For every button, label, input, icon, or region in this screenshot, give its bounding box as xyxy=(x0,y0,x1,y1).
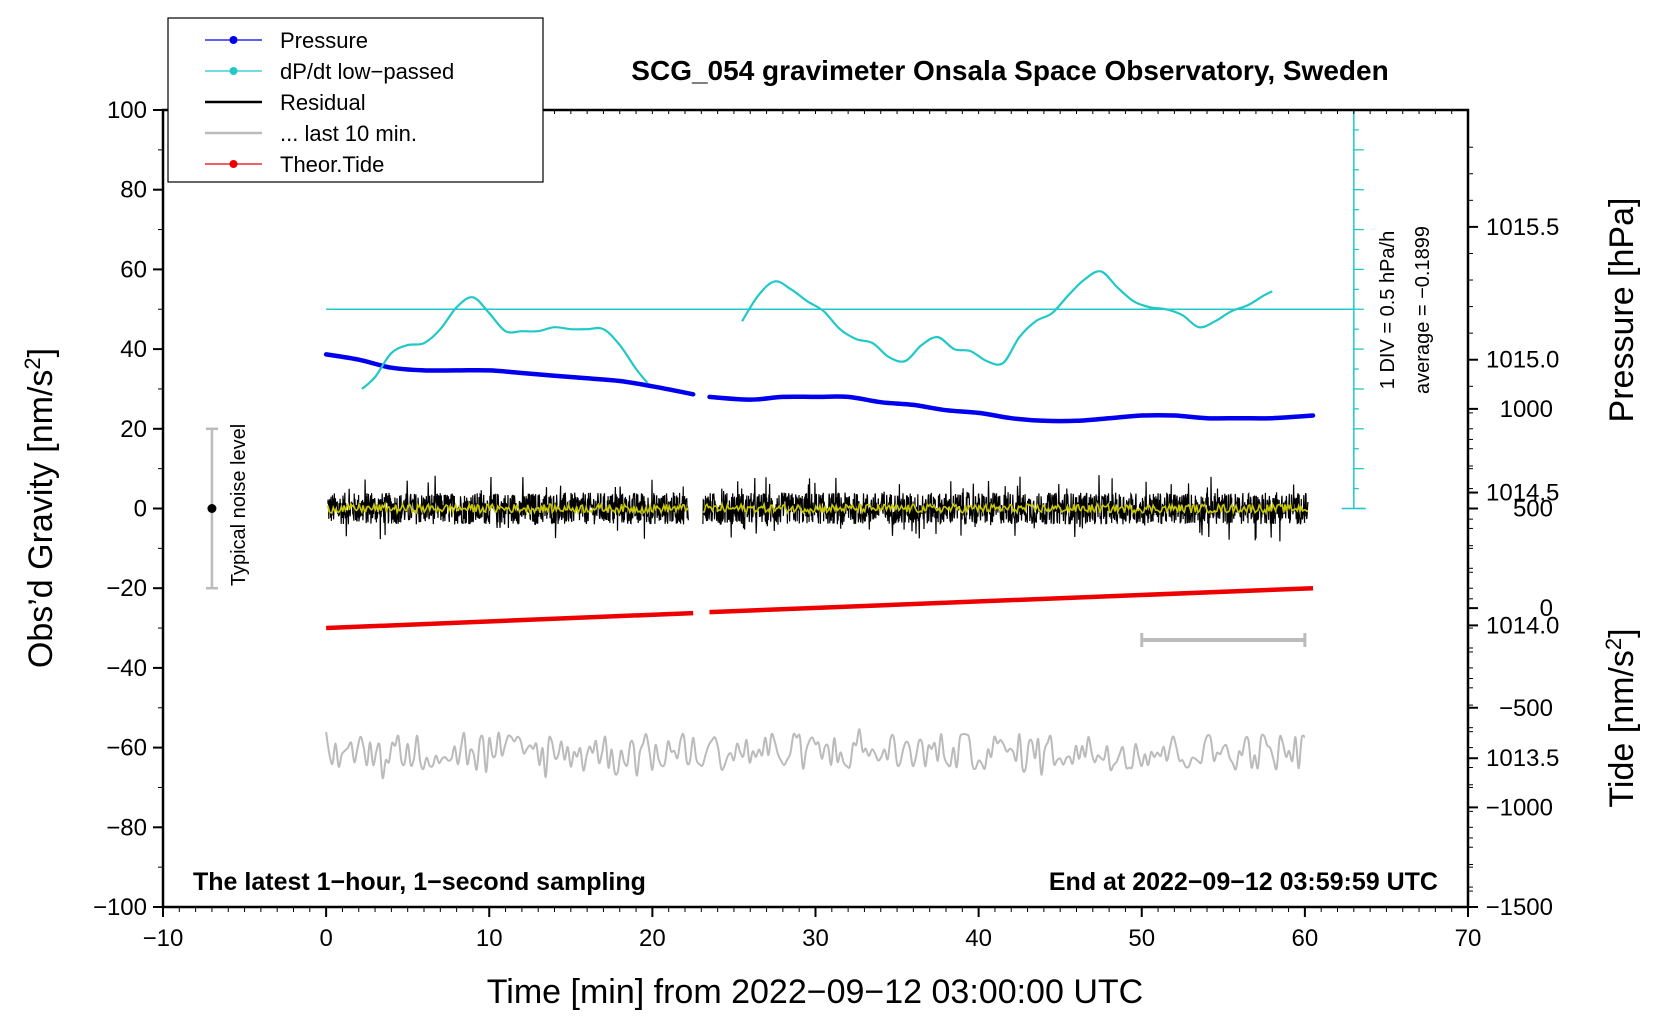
noise-bar-center xyxy=(207,504,217,513)
series-smoothed-residual-seg1 xyxy=(702,501,1309,516)
pressure-tick-label: 1014.5 xyxy=(1486,480,1559,507)
pressure-tick-label: 1015.5 xyxy=(1486,214,1559,241)
y-tick-label: −60 xyxy=(106,735,147,762)
y-tick-label: 0 xyxy=(134,496,147,523)
series-pressure-seg1 xyxy=(707,394,1316,424)
legend: Pressure dP/dt low−passed Residual ... last… xyxy=(167,17,544,183)
series--last-10-min--seg0 xyxy=(325,728,1306,780)
tide-axis-label-sup: 2 xyxy=(1601,638,1626,650)
data-layer xyxy=(205,109,1366,780)
legend-label-last-10-min: ... last 10 min. xyxy=(280,121,417,146)
pressure-tick-label: 1015.0 xyxy=(1486,347,1559,374)
legend-label-theor-tide: Theor.Tide xyxy=(280,152,384,177)
x-tick-label: 0 xyxy=(319,925,332,952)
series-theor-tide-seg1 xyxy=(709,585,1314,615)
series-residual-seg0 xyxy=(327,475,689,540)
tide-axis-label-main: Tide [nm/s xyxy=(1603,650,1641,807)
y-tick-label: 100 xyxy=(107,97,147,124)
y-tick-label: 80 xyxy=(120,177,147,204)
legend-label-residual: Residual xyxy=(280,90,366,115)
scale-div-label: 1 DIV = 0.5 hPa/h xyxy=(1377,231,1399,389)
tide-axis-label: Tide [nm/s2] xyxy=(1601,628,1641,807)
x-tick-label: 40 xyxy=(965,925,992,952)
y-tick-label: 20 xyxy=(120,416,147,443)
y-axis-label-sup: 2 xyxy=(20,357,45,369)
legend-label-pressure: Pressure xyxy=(280,28,368,53)
legend-items: Pressure dP/dt low−passed Residual ... last… xyxy=(205,28,454,177)
series-dp-dt-low-passed-seg0 xyxy=(361,296,649,390)
scale-average-label: average = −0.1899 xyxy=(1412,226,1434,394)
tide-tick-label: 500 xyxy=(1513,496,1553,523)
tide-tick-label: −1000 xyxy=(1486,794,1553,821)
x-tick-label: 10 xyxy=(476,925,503,952)
y-tick-label: 40 xyxy=(120,336,147,363)
tide-axis-label-end: ] xyxy=(1603,628,1641,637)
series-dp-dt-low-passed-seg1 xyxy=(741,270,1273,366)
pressure-tick-label: 1013.5 xyxy=(1486,745,1559,772)
y-tick-label: 60 xyxy=(120,256,147,283)
x-tick-label: −10 xyxy=(143,925,184,952)
tide-tick-label: −1500 xyxy=(1486,894,1553,921)
chart-title: SCG_054 gravimeter Onsala Space Observat… xyxy=(631,55,1388,86)
tide-tick-label: −500 xyxy=(1499,695,1553,722)
bottom-right-note: End at 2022−09−12 03:59:59 UTC xyxy=(1049,868,1438,896)
y-tick-label: −40 xyxy=(106,655,147,682)
series-residual-seg1 xyxy=(702,475,1309,542)
legend-marker-pressure xyxy=(229,36,238,44)
y-tick-label: −20 xyxy=(106,575,147,602)
y-tick-label: −100 xyxy=(93,894,147,921)
legend-label-dp-dt-low-passed: dP/dt low−passed xyxy=(280,59,454,84)
bottom-left-note: The latest 1−hour, 1−second sampling xyxy=(193,868,646,896)
noise-level-label: Typical noise level xyxy=(228,424,250,586)
pressure-tick-label: 1014.0 xyxy=(1486,612,1559,639)
legend-marker-theor-tide xyxy=(229,160,238,168)
tide-tick-label: 1000 xyxy=(1500,396,1553,423)
series-theor-tide-seg0 xyxy=(326,610,694,631)
series-pressure-seg0 xyxy=(323,352,696,397)
y-tick-label: −80 xyxy=(106,814,147,841)
legend-box xyxy=(167,17,544,183)
y-axis-label: Obs’d Gravity [nm/s2] xyxy=(20,348,60,668)
x-tick-label: 60 xyxy=(1292,925,1319,952)
tide-tick-label: 0 xyxy=(1540,595,1553,622)
y-axis-label-end: ] xyxy=(22,348,60,357)
x-tick-label: 30 xyxy=(802,925,829,952)
ticks-layer: −10 0 10 20 30 40 50 60 70100806040200−20−40−60−… xyxy=(93,97,1559,952)
legend-marker-dp-dt-low-passed xyxy=(229,67,238,75)
x-tick-label: 20 xyxy=(639,925,666,952)
series-smoothed-residual-seg0 xyxy=(327,501,689,516)
x-axis-label: Time [min] from 2022−09−12 03:00:00 UTC xyxy=(487,973,1143,1011)
pressure-axis-label: Pressure [hPa] xyxy=(1603,198,1641,423)
x-tick-label: 70 xyxy=(1455,925,1482,952)
x-tick-label: 50 xyxy=(1128,925,1155,952)
y-axis-label-main: Obs’d Gravity [nm/s xyxy=(22,370,60,669)
